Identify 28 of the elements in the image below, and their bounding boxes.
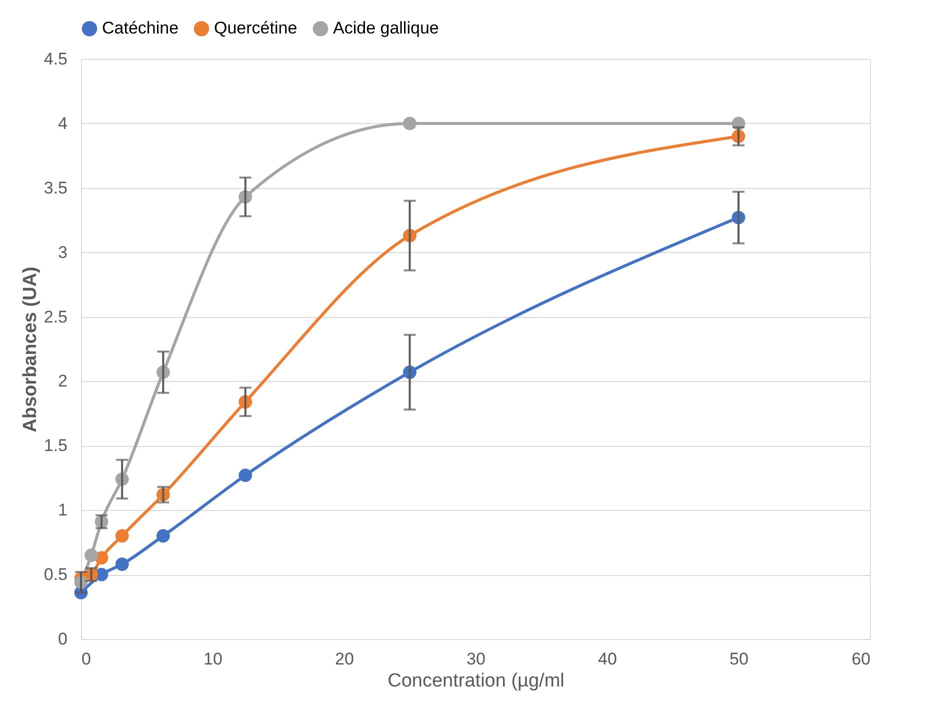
y-tick-label: 2.5 <box>44 307 68 326</box>
x-tick-label: 0 <box>82 650 91 668</box>
point <box>156 529 170 543</box>
y-tick-label: 2 <box>58 372 68 391</box>
y-tick-label: 1 <box>58 500 68 520</box>
y-axis-title: Absorbances (UA) <box>20 266 41 432</box>
y-tick-label: 1.5 <box>44 436 68 456</box>
x-tick-label: 50 <box>730 650 748 668</box>
point <box>84 548 98 562</box>
point <box>115 558 129 571</box>
point <box>403 116 416 130</box>
legend-label: Acide gallique <box>333 18 439 38</box>
x-tick-label: 60 <box>852 650 870 668</box>
x-tick-label: 20 <box>335 650 354 668</box>
y-tick-label: 3 <box>58 242 68 262</box>
y-tick-label: 0.5 <box>44 565 68 584</box>
y-tick-label: 4.5 <box>44 50 68 68</box>
x-tick-label: 10 <box>204 650 222 668</box>
x-tick-label: 30 <box>466 650 486 668</box>
y-tick-label: 4 <box>58 114 68 133</box>
y-tick-label: 0 <box>58 630 68 648</box>
legend-label: Catéchine <box>102 18 179 38</box>
y-tick-label: 3.5 <box>44 178 68 198</box>
x-axis-title: Concentration (µg/ml <box>388 670 564 692</box>
legend-label: Quercétine <box>214 18 298 38</box>
point <box>115 529 129 543</box>
x-tick-label: 40 <box>598 650 617 668</box>
point <box>238 468 252 482</box>
